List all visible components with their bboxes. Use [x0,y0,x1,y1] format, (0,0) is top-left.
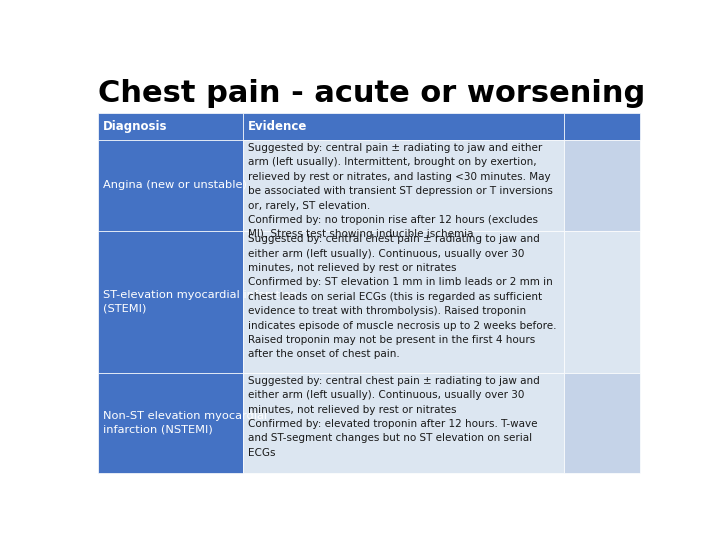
Bar [243,373,564,473]
Bar [99,140,243,231]
Bar [243,140,564,231]
Text: Diagnosis: Diagnosis [103,120,167,133]
Bar [99,231,243,373]
Bar [99,373,243,473]
Bar [243,231,564,373]
Bar [564,140,639,231]
Text: Angina (new or unstable): Angina (new or unstable) [103,180,247,190]
Text: Evidence: Evidence [248,120,307,133]
Text: Chest pain - acute or worsening: Chest pain - acute or worsening [99,79,646,109]
Bar [564,113,639,140]
Text: Suggested by: central chest pain ± radiating to jaw and
either arm (left usually: Suggested by: central chest pain ± radia… [248,234,557,360]
Bar [564,231,639,373]
Text: Non-ST elevation myocardial
infarction (NSTEMI): Non-ST elevation myocardial infarction (… [103,411,267,434]
Bar [564,373,639,473]
Text: ST-elevation myocardial infarction
(STEMI): ST-elevation myocardial infarction (STEM… [103,290,297,313]
Bar [243,113,564,140]
Text: Suggested by: central chest pain ± radiating to jaw and
either arm (left usually: Suggested by: central chest pain ± radia… [248,376,540,458]
Bar [99,113,243,140]
Text: Suggested by: central pain ± radiating to jaw and either
arm (left usually). Int: Suggested by: central pain ± radiating t… [248,143,553,239]
